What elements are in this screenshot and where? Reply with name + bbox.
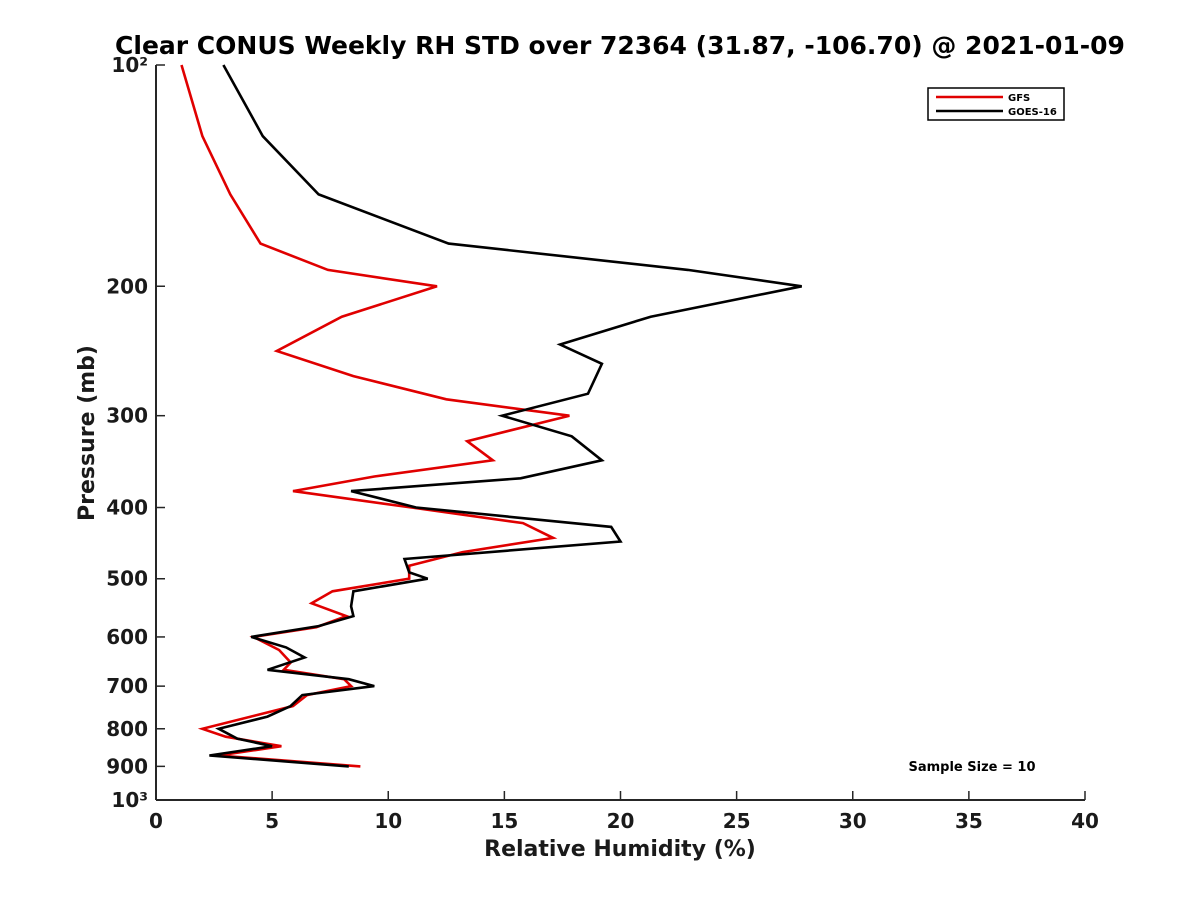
x-tick-label: 5 bbox=[265, 809, 279, 833]
x-tick-label: 10 bbox=[374, 809, 402, 833]
legend: GFS GOES-16 bbox=[927, 87, 1065, 121]
y-tick-label: 400 bbox=[106, 496, 148, 520]
plot-area: 0 5 10 15 20 25 30 35 40 10² 200 300 400 500 600 700 80… bbox=[106, 53, 1099, 833]
y-axis-label: Pressure (mb) bbox=[75, 345, 100, 521]
y-axis-ticks: 10² 200 300 400 500 600 700 800 900 10³ bbox=[106, 53, 165, 812]
y-tick-label: 700 bbox=[106, 674, 148, 698]
y-tick-label: 800 bbox=[106, 717, 148, 741]
series-line-goes16 bbox=[209, 64, 802, 768]
x-tick-label: 40 bbox=[1071, 809, 1099, 833]
y-tick-label: 600 bbox=[106, 625, 148, 649]
x-axis-ticks: 0 5 10 15 20 25 30 35 40 bbox=[149, 791, 1099, 833]
legend-label-goes16: GOES-16 bbox=[1008, 107, 1057, 118]
legend-label-gfs: GFS bbox=[1008, 93, 1030, 104]
sample-size-annotation: Sample Size = 10 bbox=[908, 760, 1035, 775]
legend-box bbox=[927, 87, 1065, 121]
chart-title: Clear CONUS Weekly RH STD over 72364 (31… bbox=[115, 31, 1125, 60]
y-tick-label: 300 bbox=[106, 404, 148, 428]
x-tick-label: 20 bbox=[607, 809, 635, 833]
x-tick-label: 35 bbox=[955, 809, 983, 833]
x-tick-label: 30 bbox=[839, 809, 867, 833]
y-tick-label: 900 bbox=[106, 754, 148, 778]
y-tick-label: 500 bbox=[106, 567, 148, 591]
x-tick-label: 25 bbox=[723, 809, 751, 833]
x-tick-label: 0 bbox=[149, 809, 163, 833]
x-axis-label: Relative Humidity (%) bbox=[484, 837, 756, 862]
y-tick-label: 10³ bbox=[111, 788, 148, 812]
y-tick-label: 200 bbox=[106, 274, 148, 298]
x-tick-label: 15 bbox=[490, 809, 518, 833]
series-layer bbox=[180, 64, 802, 768]
y-tick-label: 10² bbox=[111, 53, 148, 77]
